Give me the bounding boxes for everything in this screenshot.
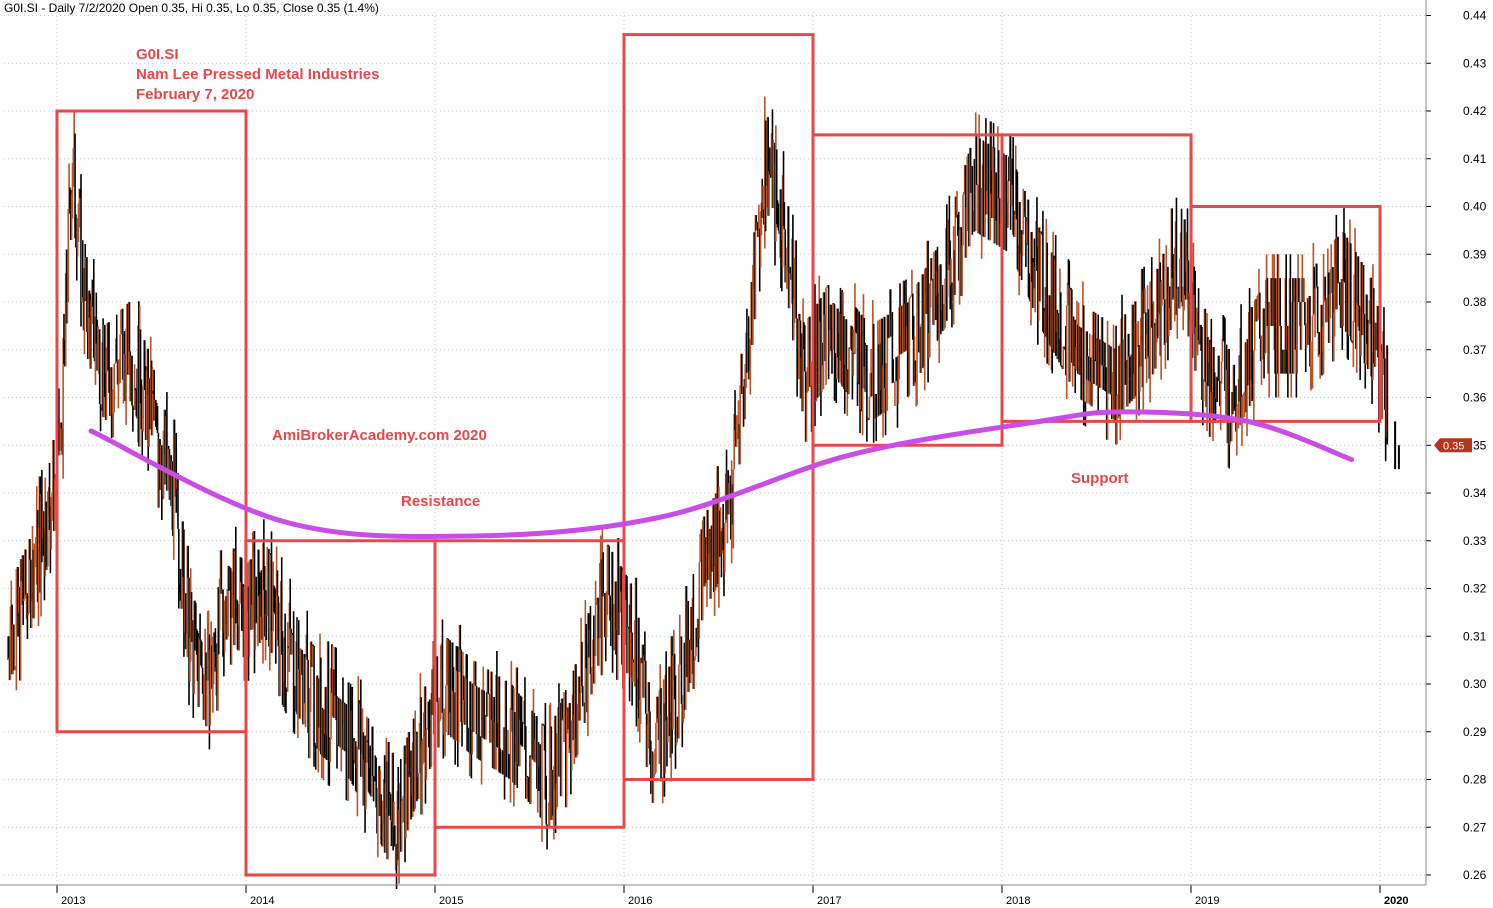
price-tag-label: 0.35 (1443, 440, 1464, 452)
y-tick-label: 0.26 (1463, 868, 1487, 882)
x-tick-label: 2016 (628, 895, 652, 907)
chart-grid (4, 12, 1426, 885)
x-tick-label: 2014 (250, 895, 274, 907)
x-tick-label: 2015 (439, 895, 463, 907)
y-tick-label: 0.27 (1463, 820, 1487, 834)
y-tick-label: 0.32 (1463, 582, 1487, 596)
y-tick-label: 0.40 (1463, 200, 1487, 214)
x-tick-label: 2013 (61, 895, 85, 907)
watermark-label: AmiBrokerAcademy.com 2020 (272, 427, 487, 444)
y-tick-label: 0.36 (1463, 391, 1487, 405)
y-tick-label: 0.29 (1463, 725, 1487, 739)
company-label: Nam Lee Pressed Metal Industries (136, 66, 380, 83)
y-tick-label: 0.31 (1463, 629, 1487, 643)
ticker-label: G0I.SI (136, 46, 179, 63)
y-tick-label: 0.43 (1463, 56, 1487, 70)
y-tick-label: 0.39 (1463, 247, 1487, 261)
x-tick-label: 2019 (1195, 895, 1219, 907)
y-tick-label: 0.34 (1463, 486, 1487, 500)
y-tick-label: 0.38 (1463, 295, 1487, 309)
date-label: February 7, 2020 (136, 86, 255, 103)
chart-header: G0I.SI - Daily 7/2/2020 Open 0.35, Hi 0.… (4, 1, 379, 15)
x-tick-label: 2017 (817, 895, 841, 907)
last-price-tag: 0.35 (1434, 438, 1472, 453)
y-tick-label: 0.30 (1463, 677, 1487, 691)
x-axis: 2013 2014 2015 2016 2017 2018 2019 2020 (0, 884, 1426, 907)
price-tag-shape (1434, 438, 1472, 453)
y-tick-label: 0.33 (1463, 534, 1487, 548)
support-label: Support (1071, 470, 1129, 487)
price-bars (7, 96, 1400, 890)
y-tick-label: 0.37 (1463, 343, 1487, 357)
range-box (55, 109, 248, 734)
y-tick-label: 0.42 (1463, 104, 1487, 118)
y-tick-label: 0.28 (1463, 773, 1487, 787)
range-box (1189, 205, 1382, 423)
x-tick-label: 2020 (1384, 895, 1408, 907)
resistance-label: Resistance (401, 493, 481, 510)
y-tick-label: 0.41 (1463, 152, 1487, 166)
range-boxes (55, 33, 1382, 877)
trend-curve (88, 409, 1355, 540)
x-tick-label: 2018 (1006, 895, 1030, 907)
y-tick-label: 0.44 (1463, 9, 1487, 23)
range-box (622, 33, 815, 782)
